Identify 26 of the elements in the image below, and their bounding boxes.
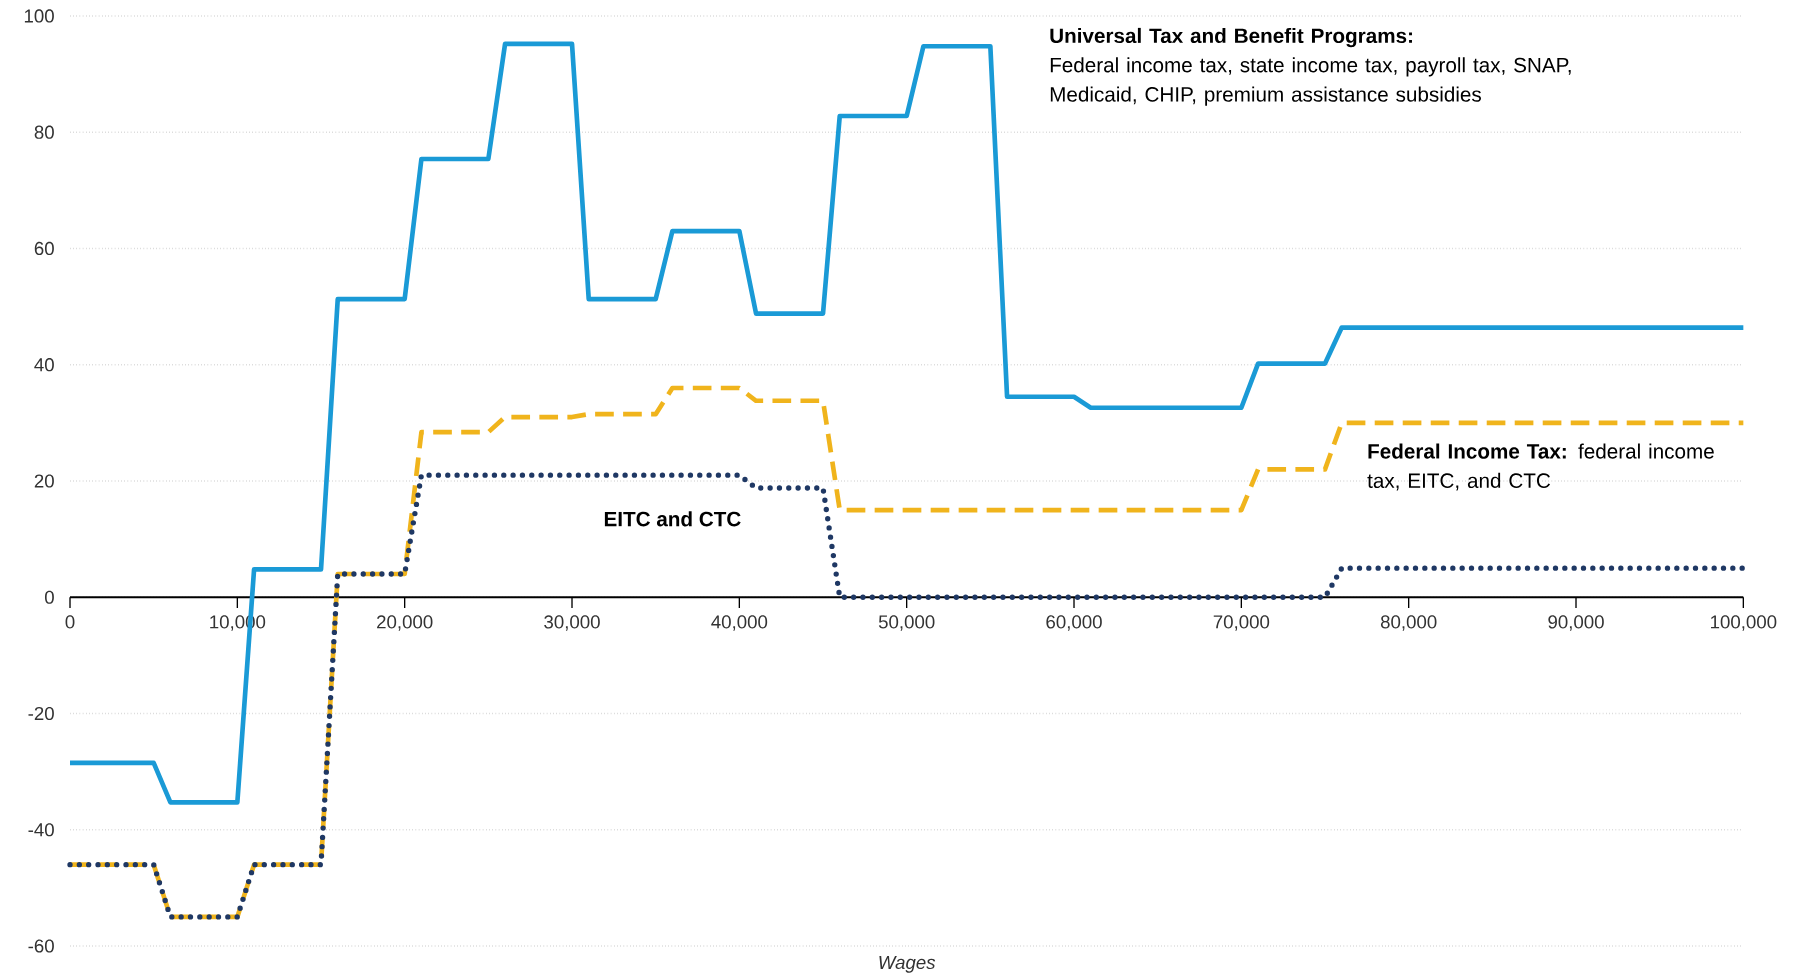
series-label: Federal Income Tax: xyxy=(1368,443,1566,459)
text: tax, EITC, and CTC xyxy=(1367,472,1551,491)
y-tick-label: -20 xyxy=(28,706,54,721)
y-tick-label: 80 xyxy=(34,125,54,139)
x-tick-label: 0 xyxy=(65,615,75,629)
x-tick-label: 40,000 xyxy=(711,615,768,631)
x-tick-label: 30,000 xyxy=(544,615,600,631)
annotation: Federal income tax, state income tax, payroll tax, SNAP, Medicaid, CHIP, premium assistance subsidies xyxy=(1050,57,1571,106)
y-tick-label: 60 xyxy=(34,241,54,256)
y-tick-label: 20 xyxy=(34,474,54,488)
y-tick-label: 40 xyxy=(34,358,54,372)
x-tick-label: 90,000 xyxy=(1548,615,1604,631)
y-tick-label: 100 xyxy=(24,9,54,23)
x-tick-label: 50,000 xyxy=(878,615,935,631)
x-tick-label: 70,000 xyxy=(1213,615,1270,631)
x-tick-label: 100,000 xyxy=(1711,615,1777,631)
y-tick-label: 0 xyxy=(44,590,54,604)
series-label: EITC and CTC xyxy=(604,511,741,527)
y-tick-label: -40 xyxy=(28,823,54,837)
text: Universal Tax and Benefit Programs: xyxy=(1050,27,1412,48)
x-tick-label: 20,000 xyxy=(377,615,433,631)
text: federal income xyxy=(1578,443,1714,459)
y-tick-label: -60 xyxy=(28,939,54,953)
x-axis-title: Wages xyxy=(879,956,936,973)
x-tick-label: 80,000 xyxy=(1380,615,1437,631)
x-tick-label: 60,000 xyxy=(1046,615,1102,631)
